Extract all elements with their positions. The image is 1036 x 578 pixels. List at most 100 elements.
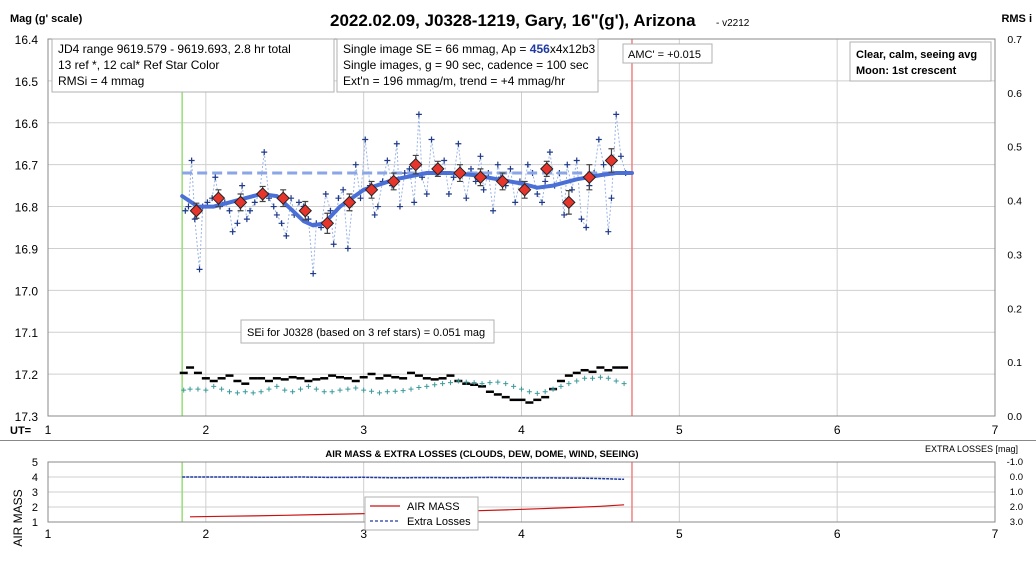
y2-tick-label: 0.7 [1007, 34, 1022, 46]
single-point [261, 149, 268, 156]
rms-teal-point [321, 389, 327, 395]
y-tick-label: 16.4 [15, 33, 39, 47]
binned-point [453, 166, 467, 180]
single-point [273, 211, 280, 218]
rms-teal-point [487, 380, 493, 386]
binned-point [364, 183, 379, 197]
single-point [384, 157, 391, 164]
x-tick-label: 2 [202, 423, 209, 437]
lower-y2-tick-label: 3.0 [1010, 517, 1023, 528]
lower-x-tick-label: 1 [45, 527, 52, 541]
single-point [507, 165, 514, 172]
y-axis-label: Mag (g' scale) [10, 13, 83, 25]
rms-teal-point [353, 385, 359, 391]
rms-teal-point [369, 388, 375, 394]
binned-point [517, 183, 532, 197]
info-se-line: Single image SE = 66 mmag, Ap = 456x4x12… [343, 42, 596, 56]
single-point [463, 195, 470, 202]
y-tick-label: 17.3 [15, 410, 39, 424]
amc-text: AMC' = +0.015 [628, 49, 701, 61]
rms-teal-point [282, 387, 288, 393]
upper-grid [48, 38, 995, 417]
single-point [578, 216, 585, 223]
rms-teal-point [495, 379, 501, 385]
single-point [455, 140, 462, 147]
single-point [371, 211, 378, 218]
rms-teal-point [574, 378, 580, 384]
rms-teal-point [471, 380, 477, 386]
y-tick-label: 16.8 [15, 201, 39, 215]
single-point [191, 216, 198, 223]
rms-teal-point [305, 383, 311, 389]
single-point [362, 136, 369, 143]
single-point [270, 203, 277, 210]
x-axis-label: UT= [10, 425, 31, 437]
rms-teal-point [582, 375, 588, 381]
rms-teal-point [266, 386, 272, 392]
legend-losses-label: Extra Losses [407, 516, 471, 528]
info-box-images: Single image SE = 66 mmag, Ap = 456x4x12… [336, 38, 599, 93]
y-tick-label: 16.5 [15, 75, 39, 89]
rms-teal-point [566, 381, 572, 387]
lower-y2-tick-label: 0.0 [1010, 472, 1023, 483]
single-point [472, 178, 479, 185]
single-point [423, 190, 430, 197]
single-point [605, 228, 612, 235]
single-point [374, 203, 381, 210]
single-point [185, 203, 192, 210]
single-point [344, 245, 351, 252]
info-refs-line: 13 ref *, 12 cal* Ref Star Color [58, 58, 219, 72]
binned-point [409, 157, 423, 172]
rms-teal-point [416, 384, 422, 390]
binned-point [562, 195, 576, 210]
rms-teal-point [534, 390, 540, 396]
y2-tick-label: 0.5 [1007, 142, 1022, 154]
lower-y2-tick-label: 2.0 [1010, 502, 1023, 513]
rms-teal-point [408, 386, 414, 392]
single-point [490, 207, 497, 214]
single-point [569, 186, 576, 193]
single-point [512, 199, 519, 206]
rms-teal-point [250, 390, 256, 396]
rms-teal-point [455, 378, 461, 384]
rms-teal-point [424, 383, 430, 389]
single-point [188, 157, 195, 164]
info-box-conditions: Clear, calm, seeing avg Moon: 1st cresce… [849, 41, 992, 82]
lower-y-axis-label: AIR MASS [11, 489, 25, 546]
binned-point [495, 174, 510, 189]
single-point [617, 153, 624, 160]
lower-y-tick-label: 3 [32, 487, 38, 499]
rms-teal-point [621, 381, 627, 387]
binned-point [540, 162, 554, 176]
rms-teal-point [181, 387, 187, 393]
lower-plot-frame [47, 461, 996, 523]
rms-teal-point [526, 389, 532, 395]
rms-teal-point [519, 386, 524, 392]
rms-teal-point [605, 375, 611, 381]
legend-airmass-label: AIR MASS [407, 501, 460, 513]
single-point [335, 195, 342, 202]
rms-teal-point [400, 388, 406, 394]
rms-teal-point [590, 375, 596, 381]
lower-x-tick-label: 3 [360, 527, 367, 541]
rms-teal-point [203, 387, 209, 393]
lower-y2-tick-label: -1.0 [1007, 457, 1023, 468]
rms-teal-point [313, 386, 319, 392]
lower-x-tick-label: 4 [518, 527, 525, 541]
lower-x-tick-label: 6 [834, 527, 841, 541]
single-point [534, 190, 541, 197]
lower-x-tick-label: 7 [992, 527, 999, 541]
lower-y2-label: EXTRA LOSSES [mag] [925, 444, 1018, 454]
extra-losses-line [182, 476, 625, 481]
rms-teal-point [337, 387, 343, 393]
single-point [295, 199, 302, 206]
rms-teal-point [479, 381, 485, 387]
x-tick-label: 1 [45, 423, 52, 437]
single-point [278, 220, 285, 227]
lower-legend: AIR MASS Extra Losses [364, 496, 479, 531]
y2-axis-label: RMS i [1001, 13, 1032, 25]
single-point [401, 170, 408, 177]
single-point [239, 182, 246, 189]
single-point [494, 161, 501, 168]
single-point [226, 207, 233, 214]
